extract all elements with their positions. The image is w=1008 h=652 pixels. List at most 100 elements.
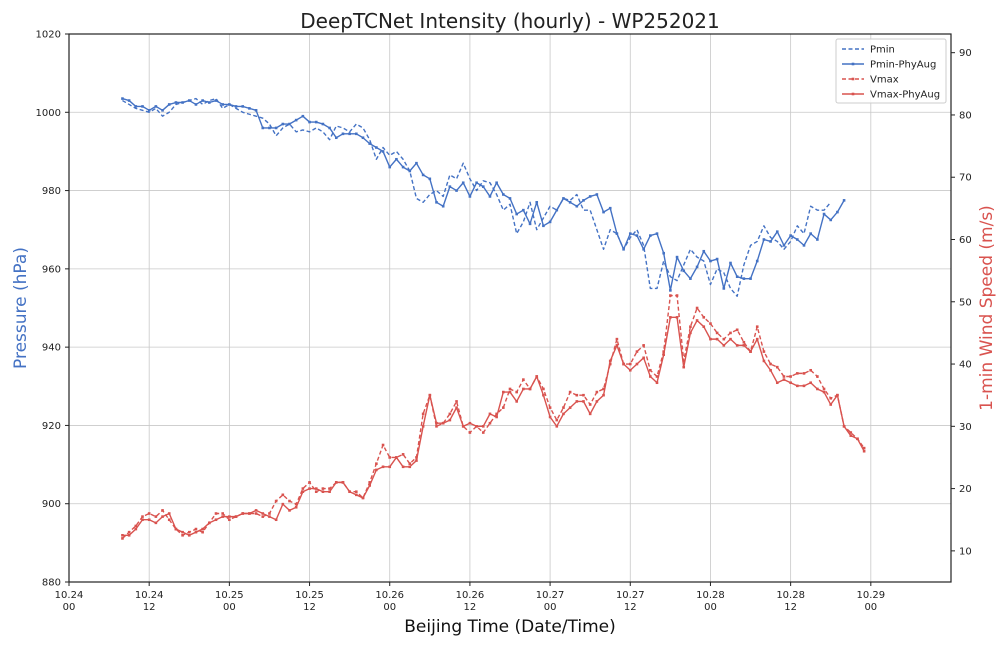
x-tick-label-date: 10.25 [215,590,244,601]
data-point [729,337,732,341]
data-point [461,181,465,185]
data-point [675,294,679,297]
data-point [662,251,665,255]
data-point [248,512,251,515]
data-point [161,515,164,518]
data-point [789,375,792,378]
data-point [655,375,659,378]
data-point [675,316,679,319]
data-point [722,287,726,290]
data-point [481,431,485,434]
legend-marker [851,92,855,96]
data-point [475,181,478,185]
data-point [802,372,806,375]
left-y-tick-label: 940 [42,343,61,354]
data-point [468,421,472,425]
data-point [669,294,672,297]
data-point [822,387,826,391]
legend-marker [851,62,855,66]
data-point [488,421,492,425]
data-point [588,403,592,406]
right-y-axis-label: 1-min Wind Speed (m/s) [977,205,997,411]
data-point [488,412,492,416]
data-point [608,206,612,210]
data-point [455,189,458,192]
data-point [461,425,465,428]
data-point [288,499,291,503]
data-point [468,431,472,434]
data-point [789,234,792,237]
data-point [729,261,732,265]
data-point [642,356,645,360]
data-point [475,425,478,428]
x-tick-label-date: 10.28 [776,590,805,601]
data-point [187,530,191,534]
data-point [308,487,311,490]
data-point [735,344,739,347]
data-point [448,412,452,416]
data-point [341,132,345,136]
data-point [522,387,525,391]
data-point [214,512,218,515]
data-point [288,509,291,512]
data-point [735,328,739,332]
data-point [194,530,198,534]
right-y-tick-label: 20 [959,484,972,495]
data-point [435,421,438,425]
right-y-tick-label: 60 [959,235,972,246]
left-y-tick-label: 880 [42,578,61,589]
data-point [121,97,124,100]
chart-title: DeepTCNet Intensity (hourly) - WP252021 [300,9,720,33]
data-point [702,325,706,328]
data-point [321,487,325,490]
data-point [127,530,131,534]
x-tick-label-date: 10.28 [696,590,725,601]
data-point [548,415,552,419]
data-point [762,359,766,363]
data-point [628,232,632,235]
data-point [635,350,639,353]
data-point [361,136,365,140]
data-point [194,527,198,531]
data-point [281,493,285,497]
data-point [381,150,385,153]
data-point [682,359,686,363]
x-tick-label-date: 10.25 [295,590,324,601]
left-y-tick-label: 1020 [36,30,61,41]
data-point [368,142,371,145]
data-point [455,400,458,403]
data-point [408,169,412,173]
data-point [555,418,559,422]
data-point [702,249,706,253]
right-y-tick-label: 30 [959,422,972,433]
right-y-tick-label: 10 [959,546,972,557]
data-point [715,257,719,261]
data-point [822,390,826,394]
data-point [281,122,285,126]
data-point [528,387,532,391]
data-point [147,109,151,112]
x-tick-label-date: 10.26 [456,590,485,601]
data-point [234,515,238,518]
x-tick-label-time: 00 [864,602,877,613]
data-point [836,393,839,397]
data-point [254,109,258,112]
data-point [816,375,819,378]
data-point [221,512,224,515]
data-point [575,204,579,208]
x-tick-label-time: 00 [704,602,717,613]
data-point [214,518,218,522]
data-point [715,331,719,335]
data-point [147,512,151,515]
data-point [435,201,438,204]
data-point [388,456,392,459]
data-point [809,368,812,372]
data-point [121,537,124,540]
x-tick-label-time: 12 [464,602,477,613]
data-point [321,122,325,126]
data-point [234,105,238,108]
data-point [709,259,712,263]
data-point [862,446,866,450]
data-point [762,350,766,353]
data-point [522,378,525,381]
